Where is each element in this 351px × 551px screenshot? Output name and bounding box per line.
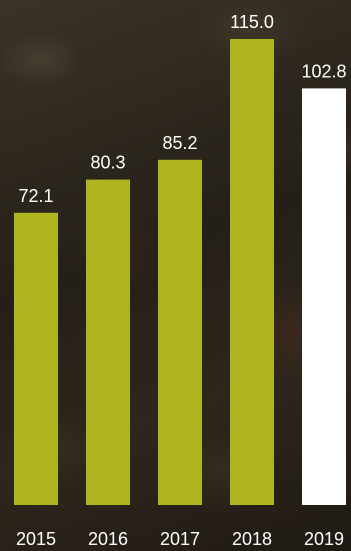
x-tick-label-2018: 2018 (232, 529, 272, 549)
bar-2018 (230, 39, 274, 505)
value-labels-group: 72.1 80.3 85.2 115.0 102.8 (18, 12, 346, 206)
x-tick-labels-group: 2015 2016 2017 2018 2019 (16, 529, 344, 549)
bar-2015 (14, 212, 58, 506)
bar-2017 (158, 159, 202, 506)
bar-2019 (302, 88, 346, 506)
value-label-2015: 72.1 (18, 186, 53, 206)
bars-group (14, 39, 346, 506)
value-label-2017: 85.2 (162, 133, 197, 153)
x-tick-label-2017: 2017 (160, 529, 200, 549)
value-label-2018: 115.0 (230, 12, 274, 32)
bar-2016 (86, 179, 130, 505)
value-label-2019: 102.8 (301, 61, 346, 81)
x-tick-label-2016: 2016 (88, 529, 128, 549)
value-label-2016: 80.3 (90, 153, 125, 173)
x-tick-label-2015: 2015 (16, 529, 56, 549)
x-tick-label-2019: 2019 (304, 529, 344, 549)
